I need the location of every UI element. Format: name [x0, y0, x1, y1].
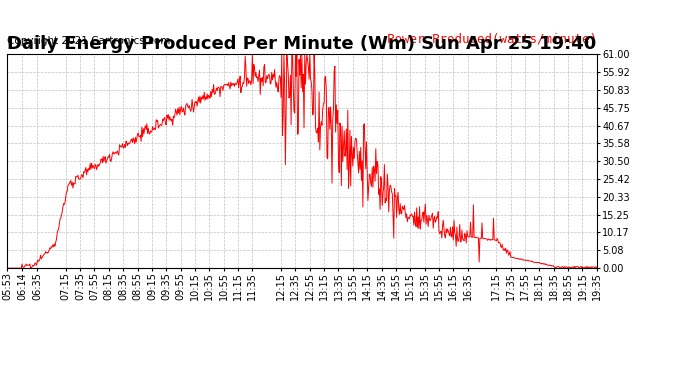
Text: Copyright 2021 Cartronics.com: Copyright 2021 Cartronics.com [7, 36, 170, 46]
Title: Daily Energy Produced Per Minute (Wm) Sun Apr 25 19:40: Daily Energy Produced Per Minute (Wm) Su… [8, 35, 596, 53]
Text: Power Produced(watts/minute): Power Produced(watts/minute) [387, 33, 597, 46]
